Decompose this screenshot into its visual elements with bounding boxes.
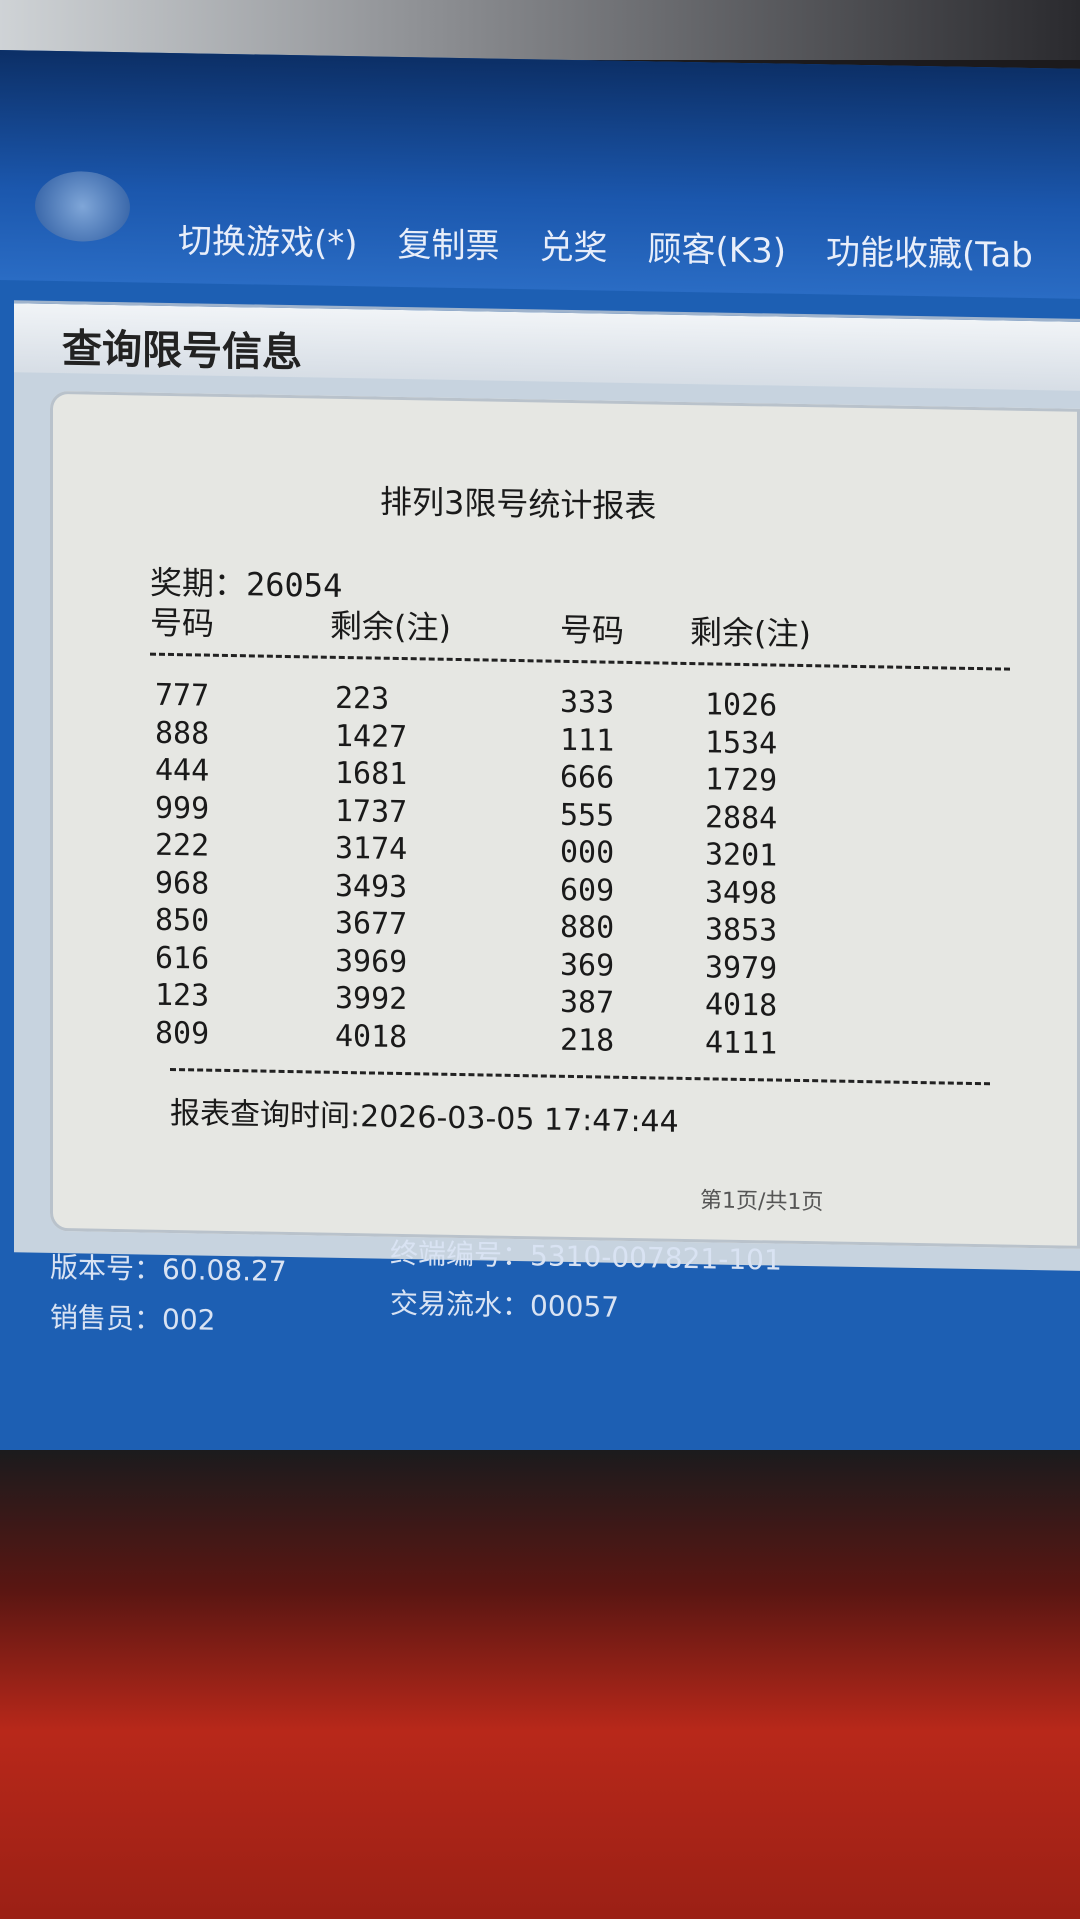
cell-remaining-2: 3201 xyxy=(705,837,778,874)
menu-customer[interactable]: 顾客(K3) xyxy=(647,229,786,272)
cell-number-1: 777 xyxy=(155,677,210,714)
device-bezel xyxy=(0,1450,1080,1919)
cell-number-1: 616 xyxy=(155,940,210,977)
cell-remaining-2: 1026 xyxy=(705,687,778,724)
cell-number-2: 609 xyxy=(560,872,615,909)
page-indicator: 第1页/共1页 xyxy=(700,1188,824,1216)
seller: 销售员：002 xyxy=(50,1300,216,1337)
cell-remaining-1: 1427 xyxy=(335,718,408,755)
header-remaining-2: 剩余(注) xyxy=(690,613,811,654)
cell-remaining-2: 4111 xyxy=(705,1024,778,1062)
cell-remaining-2: 4018 xyxy=(705,987,778,1024)
cell-number-2: 369 xyxy=(560,947,615,984)
menu-bar: 切换游戏(*) 复制票 兑奖 顾客(K3) 功能收藏(Tab xyxy=(0,50,1080,299)
menu: 切换游戏(*) 复制票 兑奖 顾客(K3) 功能收藏(Tab xyxy=(178,213,1033,277)
cell-remaining-1: 4018 xyxy=(335,1018,408,1055)
cell-remaining-1: 1681 xyxy=(335,755,408,793)
header-number-2: 号码 xyxy=(560,610,625,650)
query-time: 报表查询时间:2026-03-05 17:47:44 xyxy=(170,1095,679,1140)
cell-remaining-2: 3979 xyxy=(705,949,778,987)
cell-remaining-2: 3853 xyxy=(705,912,778,949)
menu-redeem[interactable]: 兑奖 xyxy=(539,227,608,269)
cell-number-2: 387 xyxy=(560,984,615,1021)
cell-number-1: 123 xyxy=(155,977,210,1014)
header-remaining-1: 剩余(注) xyxy=(330,606,451,647)
cell-number-2: 666 xyxy=(560,759,615,796)
cell-number-2: 333 xyxy=(560,684,615,721)
divider xyxy=(150,652,1010,671)
cell-remaining-1: 3969 xyxy=(335,943,408,980)
cell-number-2: 000 xyxy=(560,834,615,871)
report-title: 排列3限号统计报表 xyxy=(380,482,657,526)
terminal-id: 终端编号：5310-007821-101 xyxy=(390,1236,782,1277)
cell-remaining-1: 3992 xyxy=(335,980,408,1018)
cell-remaining-1: 3493 xyxy=(335,868,408,905)
cell-number-2: 555 xyxy=(560,797,615,834)
cell-remaining-2: 3498 xyxy=(705,874,778,912)
cell-remaining-1: 3677 xyxy=(335,905,408,943)
cell-number-1: 850 xyxy=(155,902,210,939)
menu-favorites[interactable]: 功能收藏(Tab xyxy=(826,232,1033,277)
cell-number-1: 888 xyxy=(155,715,210,752)
logo-icon xyxy=(35,170,130,243)
cell-remaining-1: 1737 xyxy=(335,793,408,830)
divider xyxy=(170,1067,990,1086)
version: 版本号：60.08.27 xyxy=(50,1250,287,1289)
cell-number-1: 222 xyxy=(155,827,210,864)
cell-remaining-1: 223 xyxy=(335,680,390,717)
header-number-1: 号码 xyxy=(150,603,215,643)
cell-remaining-2: 1534 xyxy=(705,724,778,762)
cell-number-1: 444 xyxy=(155,752,210,789)
cell-number-1: 809 xyxy=(155,1015,210,1052)
cell-number-2: 880 xyxy=(560,909,615,946)
menu-copy-ticket[interactable]: 复制票 xyxy=(397,224,500,267)
cell-number-1: 999 xyxy=(155,790,210,827)
terminal-screen: 切换游戏(*) 复制票 兑奖 顾客(K3) 功能收藏(Tab 查询限号信息 排列… xyxy=(0,50,1080,1609)
cell-number-2: 218 xyxy=(560,1022,615,1059)
report-panel: 排列3限号统计报表 奖期：26054 号码 剩余(注) 号码 剩余(注) 777… xyxy=(50,390,1080,1249)
cell-number-1: 968 xyxy=(155,865,210,902)
cell-remaining-1: 3174 xyxy=(335,830,408,868)
cell-remaining-2: 1729 xyxy=(705,762,778,799)
menu-switch-game[interactable]: 切换游戏(*) xyxy=(178,221,358,265)
cell-number-2: 111 xyxy=(560,722,615,759)
background-top xyxy=(0,0,1080,60)
transaction-serial: 交易流水：00057 xyxy=(390,1286,620,1324)
cell-remaining-2: 2884 xyxy=(705,799,778,837)
